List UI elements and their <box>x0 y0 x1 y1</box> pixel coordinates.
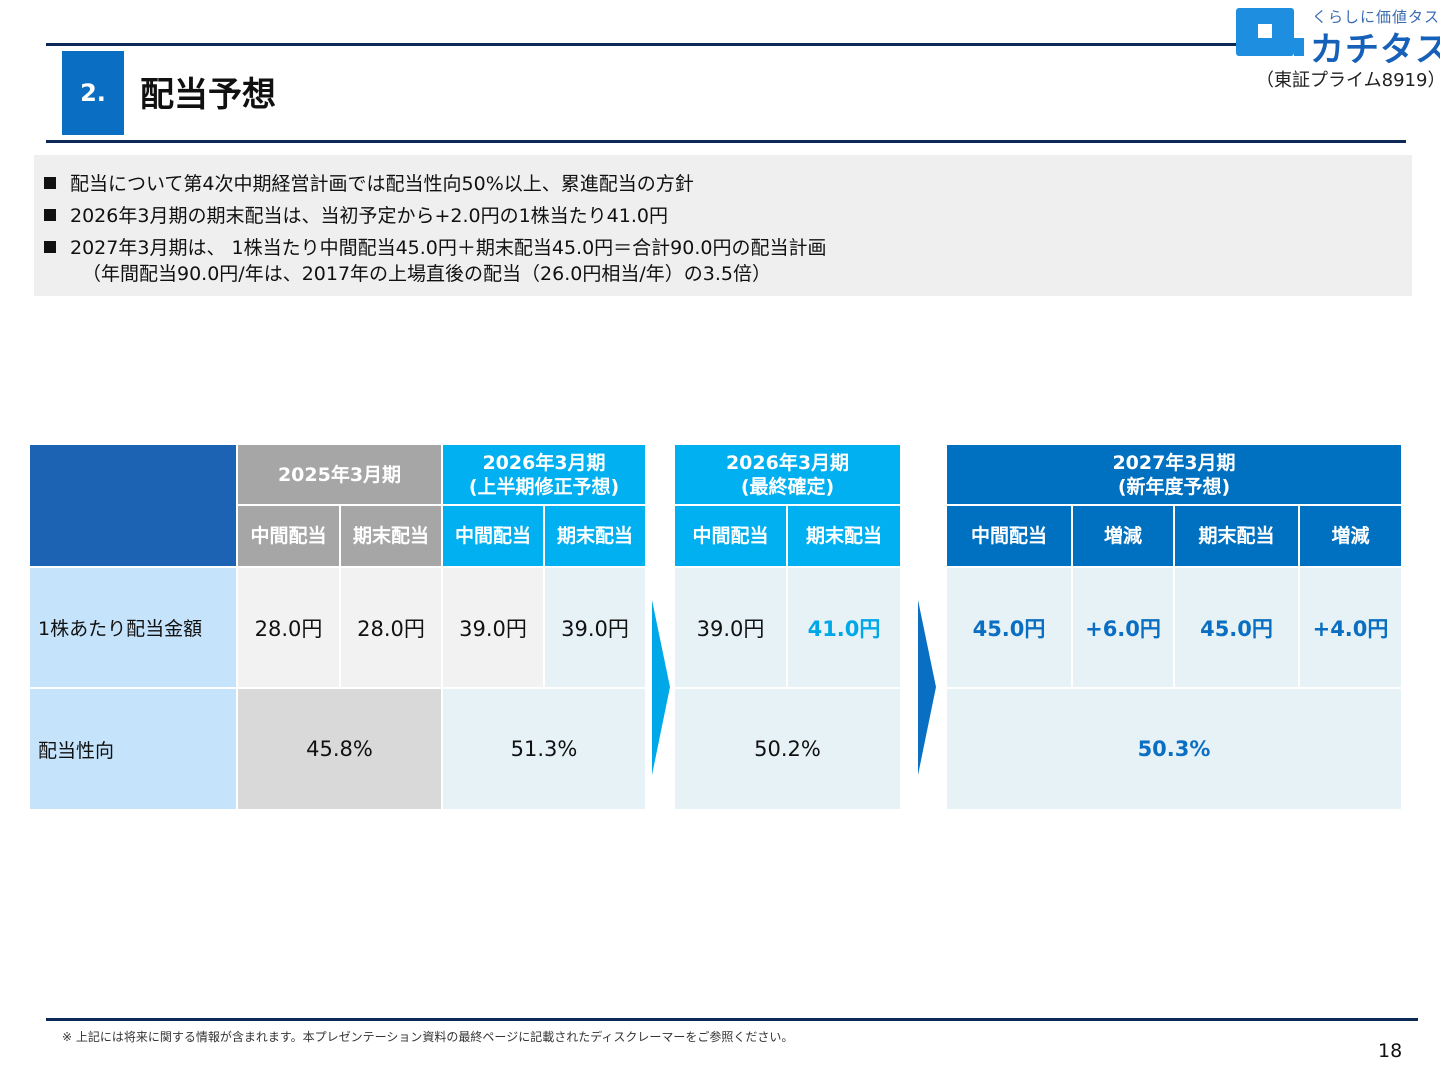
bullet-square-icon <box>44 177 56 189</box>
section-number: 2. <box>62 51 124 135</box>
header-top-rule <box>46 43 1238 46</box>
fy2027-dps-change2: +4.0円 <box>1300 568 1401 687</box>
bullet-square-icon <box>44 209 56 221</box>
fy2025-header: 2025年3月期 <box>238 445 441 504</box>
fy2025-dps-final: 28.0円 <box>341 568 441 687</box>
summary-item: 2026年3月期の期末配当は、当初予定から+2.0円の1株当たり41.0円 <box>44 201 668 228</box>
fy2027-dps-final: 45.0円 <box>1175 568 1298 687</box>
fy2026-revised-header: 2026年3月期 (上半期修正予想) <box>443 445 645 504</box>
header-bottom-rule <box>46 140 1406 143</box>
company-logo-icon <box>1236 8 1304 56</box>
fy2025-interim-header: 中間配当 <box>238 506 339 566</box>
fy2026-final-dps-final: 41.0円 <box>788 568 900 687</box>
summary-item: 2027年3月期は、 1株当たり中間配当45.0円＋期末配当45.0円＝合計90… <box>44 233 827 260</box>
fy2025-final-header: 期末配当 <box>341 506 441 566</box>
fy2027-final-header: 期末配当 <box>1175 506 1298 566</box>
summary-continuation: （年間配当90.0円/年は、2017年の上場直後の配当（26.0円相当/年）の3… <box>82 263 771 285</box>
fy2027-change1-header: 増減 <box>1073 506 1173 566</box>
fy2026-final-interim-header: 中間配当 <box>675 506 786 566</box>
fy2027-header: 2027年3月期 (新年度予想) <box>947 445 1401 504</box>
summary-box: 配当について第4次中期経営計画では配当性向50%以上、累進配当の方針 2026年… <box>34 155 1412 296</box>
disclaimer: ※ 上記には将来に関する情報が含まれます。本プレゼンテーション資料の最終ページに… <box>62 1030 794 1044</box>
summary-item: 配当について第4次中期経営計画では配当性向50%以上、累進配当の方針 <box>44 169 694 196</box>
arrow-right-icon <box>918 600 936 775</box>
fy2027-dps-interim: 45.0円 <box>947 568 1071 687</box>
fy2025-dps-interim: 28.0円 <box>238 568 339 687</box>
page-title: 配当予想 <box>140 75 276 115</box>
table-corner <box>30 445 236 566</box>
fy2025-payout: 45.8% <box>238 689 441 809</box>
fy2026-final-final-header: 期末配当 <box>788 506 900 566</box>
fy2026-final-dps-interim: 39.0円 <box>675 568 786 687</box>
footer-rule <box>46 1018 1418 1021</box>
fy2026-final-header: 2026年3月期 (最終確定) <box>675 445 900 504</box>
arrow-right-icon <box>652 600 670 775</box>
fy2026-revised-dps-final: 39.0円 <box>545 568 645 687</box>
fy2026-revised-final-header: 期末配当 <box>545 506 645 566</box>
fy2027-dps-change1: +6.0円 <box>1073 568 1173 687</box>
fy2027-change2-header: 増減 <box>1300 506 1401 566</box>
logo-tagline: くらしに価値タス <box>1312 8 1440 26</box>
fy2027-payout: 50.3% <box>947 689 1401 809</box>
fy2027-interim-header: 中間配当 <box>947 506 1071 566</box>
logo-name: カチタス <box>1310 30 1440 70</box>
fy2026-revised-payout: 51.3% <box>443 689 645 809</box>
bullet-square-icon <box>44 241 56 253</box>
row-label-dps: 1株あたり配当金額 <box>30 568 236 687</box>
row-label-payout: 配当性向 <box>30 689 236 809</box>
stock-exchange-label: （東証プライム8919） <box>1256 70 1440 91</box>
page-number: 18 <box>1378 1040 1403 1062</box>
fy2026-revised-interim-header: 中間配当 <box>443 506 543 566</box>
fy2026-revised-dps-interim: 39.0円 <box>443 568 543 687</box>
fy2026-final-payout: 50.2% <box>675 689 900 809</box>
